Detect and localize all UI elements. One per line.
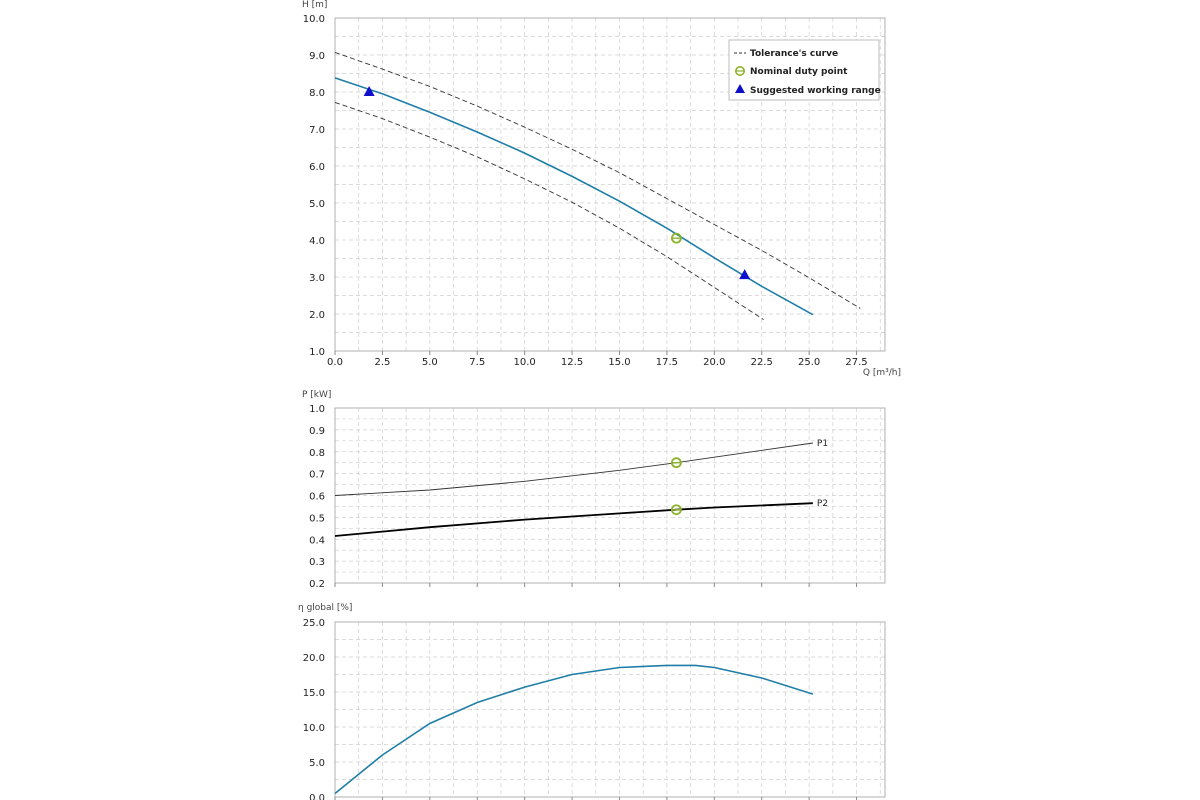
y-tick-label: 2.0 xyxy=(309,310,325,321)
efficiency-chart: 0.0 5.0 10.0 15.0 20.0 25.0 η global [%] xyxy=(298,603,886,800)
y-tick-label: 1.0 xyxy=(309,347,325,358)
efficiency-curve xyxy=(334,664,814,795)
tolerance-curve xyxy=(334,101,764,320)
y-tick-label: 25.0 xyxy=(303,618,325,629)
x-tick-label: 22.5 xyxy=(751,357,773,368)
legend-label-range: Suggested working range xyxy=(750,86,881,96)
plot-frame xyxy=(334,17,886,352)
power-chart: 0.2 0.3 0.4 0.5 0.6 0.7 0.8 0.9 1.0 P [kW] P1 P2 xyxy=(302,390,886,590)
y-tick-label: 0.9 xyxy=(309,426,325,437)
x-tick-label: 12.5 xyxy=(561,357,583,368)
x-axis-label: Q [m³/h] xyxy=(863,368,901,378)
series-label-p2: P2 xyxy=(817,499,828,509)
y-tick-label: 0.2 xyxy=(309,579,325,590)
y-tick-label: 0.5 xyxy=(309,513,325,524)
y-tick-label: 10.0 xyxy=(303,14,325,25)
legend-box xyxy=(728,39,880,101)
y-tick-label: 0.6 xyxy=(309,492,325,503)
legend-range-swatch xyxy=(735,84,745,93)
y-tick-label: 5.0 xyxy=(309,758,325,769)
y-tick-label: 0.7 xyxy=(309,470,325,481)
working-range-marker xyxy=(739,269,751,280)
y-tick-label: 6.0 xyxy=(309,162,325,173)
legend-label-nominal: Nominal duty point xyxy=(750,67,848,77)
x-tick-label: 10.0 xyxy=(514,357,536,368)
y-tick-label: 0.4 xyxy=(309,535,325,546)
legend: Tolerance's curve Nominal duty point Sugge… xyxy=(728,39,881,101)
p2-curve xyxy=(334,502,813,537)
y-tick-label: 4.0 xyxy=(309,236,325,247)
legend-nominal-swatch xyxy=(734,66,745,77)
y-tick-label: 0.3 xyxy=(309,557,325,568)
x-tick-label: 17.5 xyxy=(656,357,678,368)
y-axis-label: η global [%] xyxy=(298,603,352,613)
x-tick-label: 0.0 xyxy=(327,357,343,368)
x-tick-label: 20.0 xyxy=(703,357,725,368)
x-tick-label: 15.0 xyxy=(608,357,630,368)
y-tick-label: 3.0 xyxy=(309,273,325,284)
working-range-marker xyxy=(363,86,375,96)
y-tick-label: 8.0 xyxy=(309,88,325,99)
legend-label-tolerance: Tolerance's curve xyxy=(750,49,838,59)
y-tick-label: 20.0 xyxy=(303,653,325,664)
tolerance-curve xyxy=(334,51,861,309)
head-chart: 1.0 2.0 3.0 4.0 5.0 6.0 7.0 8.0 9.0 10.0 H [m] 0.0 2… xyxy=(302,0,901,378)
y-axis-label: H [m] xyxy=(302,0,327,10)
y-tick-label: 5.0 xyxy=(309,199,325,210)
head-curve xyxy=(334,77,814,316)
x-tick-label: 25.0 xyxy=(798,357,820,368)
x-tick-label: 27.5 xyxy=(845,357,867,368)
y-tick-label: 10.0 xyxy=(303,723,325,734)
y-tick-label: 15.0 xyxy=(303,688,325,699)
y-axis-label: P [kW] xyxy=(302,390,331,400)
y-tick-label: 7.0 xyxy=(309,125,325,136)
y-tick-label: 0.0 xyxy=(309,793,325,800)
y-tick-label: 1.0 xyxy=(309,404,325,415)
y-tick-label: 9.0 xyxy=(309,51,325,62)
series-label-p1: P1 xyxy=(817,439,828,449)
x-tick-label: 5.0 xyxy=(422,357,438,368)
x-tick-label: 7.5 xyxy=(469,357,485,368)
y-tick-label: 0.8 xyxy=(309,448,325,459)
plot-frame xyxy=(334,621,886,798)
p1-curve xyxy=(334,442,813,496)
x-tick-label: 2.5 xyxy=(374,357,390,368)
